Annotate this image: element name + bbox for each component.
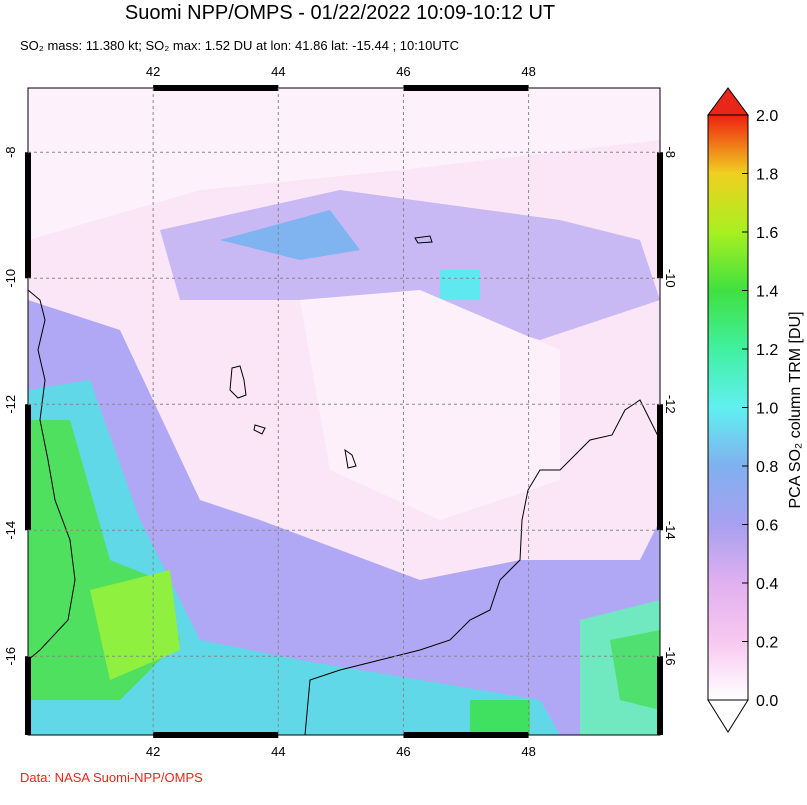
lat-tick-label: -8 <box>663 146 678 158</box>
coastlines <box>28 235 660 735</box>
lat-tick-label: -12 <box>663 395 678 414</box>
lon-tick-label: 46 <box>396 64 410 79</box>
lon-tick-label: 42 <box>146 64 160 79</box>
colorbar-tick-label: 0.6 <box>756 518 778 535</box>
subtitle: SO₂ mass: 11.380 kt; SO₂ max: 1.52 DU at… <box>20 38 459 53</box>
frame-bar <box>153 732 279 738</box>
colorbar-label: PCA SO₂ column TRM [DU] <box>787 311 804 508</box>
colorbar-tick-label: 1.4 <box>756 284 778 301</box>
lat-tick-label: -10 <box>3 269 18 288</box>
colorbar-tick-label: 0.8 <box>756 459 778 476</box>
colorbar <box>707 114 749 701</box>
credit: Data: NASA Suomi-NPP/OMPS <box>20 770 203 785</box>
lon-tick-label: 48 <box>521 744 535 759</box>
lat-tick-label: -14 <box>663 521 678 540</box>
lon-tick-label: 42 <box>146 744 160 759</box>
frame-bar <box>657 404 663 531</box>
lat-tick-label: -8 <box>3 146 18 158</box>
lat-tick-label: -16 <box>663 647 678 666</box>
colorbar-tick-label: 1.0 <box>756 401 778 418</box>
lat-tick-label: -14 <box>3 521 18 540</box>
frame-bar <box>25 656 31 735</box>
frame-bar <box>25 152 31 279</box>
lon-tick-label: 44 <box>271 64 285 79</box>
colorbar-under <box>707 699 749 733</box>
lon-tick-label: 44 <box>271 744 285 759</box>
lon-tick-label: 46 <box>396 744 410 759</box>
lat-tick-label: -12 <box>3 395 18 414</box>
colorbar-tick-label: 0.0 <box>756 693 778 710</box>
lat-tick-label: -10 <box>663 269 678 288</box>
frame-bar <box>25 404 31 531</box>
title: Suomi NPP/OMPS - 01/22/2022 10:09-10:12 … <box>125 2 555 24</box>
frame-bar <box>403 732 529 738</box>
map-field <box>28 88 660 735</box>
colorbar-tick-label: 0.2 <box>756 635 778 652</box>
colorbar-over <box>707 87 749 116</box>
colorbar-tick-label: 0.4 <box>756 576 778 593</box>
lat-tick-label: -16 <box>3 647 18 666</box>
colorbar-tick-label: 1.6 <box>756 225 778 242</box>
frame-bar <box>657 152 663 279</box>
colorbar-tick-label: 1.8 <box>756 167 778 184</box>
frame-bar <box>153 85 279 91</box>
colorbar-tick-label: 2.0 <box>756 108 778 125</box>
colorbar-tick-label: 1.2 <box>756 342 778 359</box>
frame-bar <box>403 85 529 91</box>
lon-tick-label: 48 <box>521 64 535 79</box>
frame-bar <box>657 656 663 735</box>
